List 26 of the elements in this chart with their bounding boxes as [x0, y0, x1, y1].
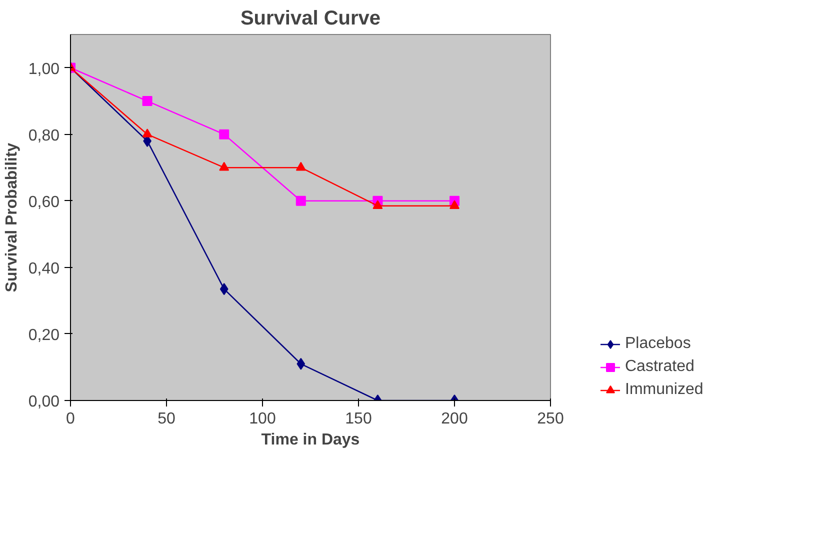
point [450, 200, 460, 209]
chart-title: Survival Curve [240, 8, 381, 30]
x-tick-label: 50 [158, 410, 176, 428]
point [296, 196, 306, 206]
legend-label: Placebos [625, 335, 691, 353]
x-tick-label: 150 [345, 410, 372, 428]
x-tick-label: 0 [66, 410, 76, 428]
point [296, 162, 306, 171]
x-tick-label: 200 [441, 410, 468, 428]
point [142, 128, 152, 138]
legend-label: Castrated [625, 358, 694, 376]
y-tick-label: 0,60 [28, 194, 60, 211]
point [142, 96, 152, 106]
y-tick-label: 0,40 [28, 260, 60, 278]
y-tick-label: 0,00 [28, 394, 60, 410]
x-tick-label: 100 [249, 410, 276, 428]
y-tick-label: 0,80 [28, 127, 60, 144]
legend-label: Immunized [625, 381, 704, 399]
point [372, 200, 383, 209]
point [219, 162, 230, 171]
y-axis-title: Survival Probability [3, 142, 20, 292]
x-axis-title: Time in Days [261, 432, 360, 448]
y-tick-label: 0,20 [28, 326, 60, 344]
x-tick-label: 250 [537, 410, 564, 428]
point [219, 129, 230, 140]
y-tick-label: 1,00 [28, 60, 60, 78]
